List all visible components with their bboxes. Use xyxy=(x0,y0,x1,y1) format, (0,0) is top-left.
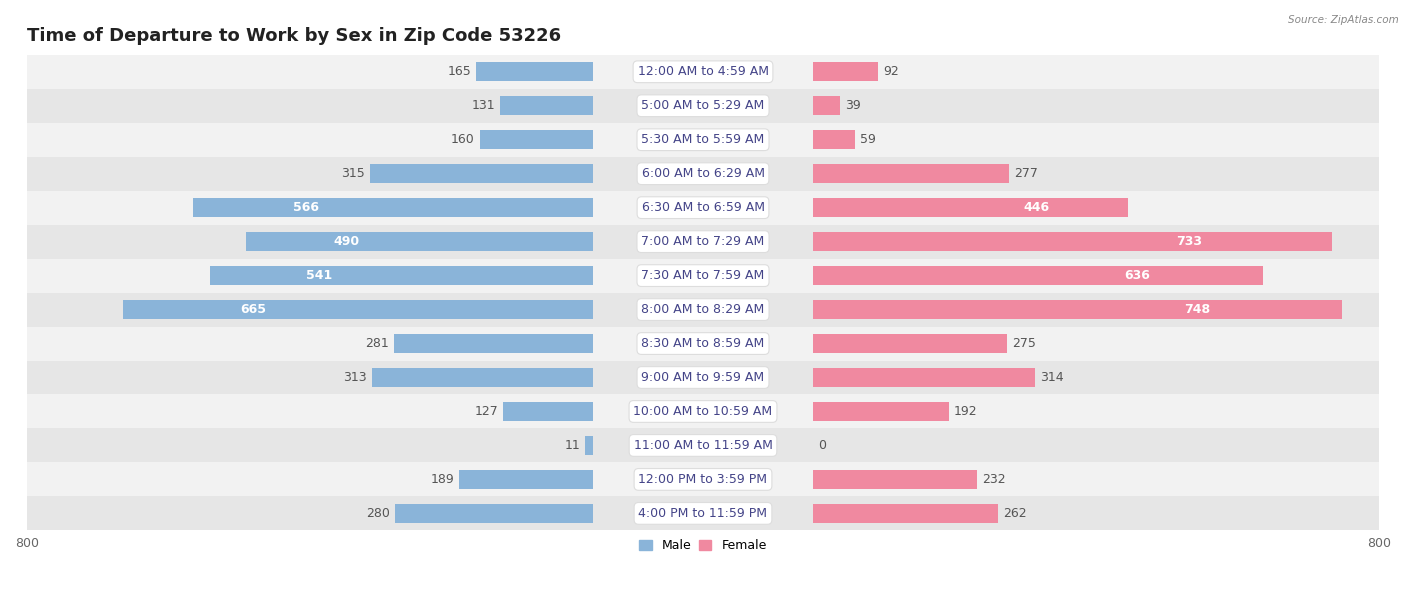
Bar xyxy=(813,368,1035,387)
Bar xyxy=(27,293,1379,327)
Bar xyxy=(27,190,1379,225)
Bar xyxy=(27,156,1379,190)
Bar xyxy=(813,198,1129,217)
Bar xyxy=(813,300,1343,319)
Bar xyxy=(813,62,877,81)
Text: 189: 189 xyxy=(430,473,454,486)
Text: 12:00 PM to 3:59 PM: 12:00 PM to 3:59 PM xyxy=(638,473,768,486)
Bar xyxy=(193,198,593,217)
Text: 280: 280 xyxy=(366,507,389,520)
Text: 314: 314 xyxy=(1040,371,1064,384)
Bar xyxy=(813,402,949,421)
Bar xyxy=(27,225,1379,259)
Bar xyxy=(813,470,977,488)
Bar xyxy=(27,123,1379,156)
Bar xyxy=(371,368,593,387)
Bar xyxy=(370,164,593,183)
Text: 160: 160 xyxy=(451,133,475,146)
Text: 313: 313 xyxy=(343,371,367,384)
Bar xyxy=(501,96,593,115)
Text: 636: 636 xyxy=(1125,269,1150,282)
Text: 5:00 AM to 5:29 AM: 5:00 AM to 5:29 AM xyxy=(641,99,765,112)
Text: 165: 165 xyxy=(447,65,471,79)
Bar xyxy=(585,436,593,455)
Text: 315: 315 xyxy=(342,167,366,180)
Text: 10:00 AM to 10:59 AM: 10:00 AM to 10:59 AM xyxy=(634,405,772,418)
Bar xyxy=(477,62,593,81)
Bar xyxy=(27,462,1379,496)
Bar xyxy=(813,334,1008,353)
Text: 6:30 AM to 6:59 AM: 6:30 AM to 6:59 AM xyxy=(641,201,765,214)
Text: Time of Departure to Work by Sex in Zip Code 53226: Time of Departure to Work by Sex in Zip … xyxy=(27,27,561,45)
Text: 131: 131 xyxy=(472,99,495,112)
Text: 92: 92 xyxy=(883,65,898,79)
Bar xyxy=(394,334,593,353)
Bar xyxy=(27,55,1379,89)
Bar xyxy=(122,300,593,319)
Text: 277: 277 xyxy=(1014,167,1038,180)
Text: 8:00 AM to 8:29 AM: 8:00 AM to 8:29 AM xyxy=(641,303,765,316)
Text: 4:00 PM to 11:59 PM: 4:00 PM to 11:59 PM xyxy=(638,507,768,520)
Text: 127: 127 xyxy=(474,405,498,418)
Bar xyxy=(395,504,593,523)
Text: 446: 446 xyxy=(1024,201,1049,214)
Text: 8:30 AM to 8:59 AM: 8:30 AM to 8:59 AM xyxy=(641,337,765,350)
Bar xyxy=(813,266,1263,285)
Text: 232: 232 xyxy=(983,473,1005,486)
Text: 541: 541 xyxy=(307,269,332,282)
Text: 59: 59 xyxy=(859,133,876,146)
Text: 281: 281 xyxy=(366,337,389,350)
Text: 9:00 AM to 9:59 AM: 9:00 AM to 9:59 AM xyxy=(641,371,765,384)
Bar xyxy=(503,402,593,421)
Bar xyxy=(813,96,841,115)
Bar xyxy=(479,130,593,149)
Bar xyxy=(813,232,1331,251)
Text: 192: 192 xyxy=(953,405,977,418)
Text: 748: 748 xyxy=(1184,303,1209,316)
Bar xyxy=(813,130,855,149)
Text: 262: 262 xyxy=(1004,507,1026,520)
Bar xyxy=(813,504,998,523)
Text: 12:00 AM to 4:59 AM: 12:00 AM to 4:59 AM xyxy=(637,65,769,79)
Text: Source: ZipAtlas.com: Source: ZipAtlas.com xyxy=(1288,15,1399,25)
Text: 39: 39 xyxy=(845,99,862,112)
Text: 5:30 AM to 5:59 AM: 5:30 AM to 5:59 AM xyxy=(641,133,765,146)
Text: 11: 11 xyxy=(565,439,581,452)
Text: 11:00 AM to 11:59 AM: 11:00 AM to 11:59 AM xyxy=(634,439,772,452)
Text: 7:00 AM to 7:29 AM: 7:00 AM to 7:29 AM xyxy=(641,235,765,248)
Text: 490: 490 xyxy=(333,235,359,248)
Bar xyxy=(27,394,1379,428)
Text: 733: 733 xyxy=(1175,235,1202,248)
Text: 6:00 AM to 6:29 AM: 6:00 AM to 6:29 AM xyxy=(641,167,765,180)
Bar xyxy=(27,327,1379,361)
Text: 566: 566 xyxy=(292,201,319,214)
Legend: Male, Female: Male, Female xyxy=(634,534,772,558)
Bar xyxy=(27,361,1379,394)
Bar xyxy=(27,259,1379,293)
Bar xyxy=(27,496,1379,530)
Bar xyxy=(246,232,593,251)
Bar xyxy=(27,89,1379,123)
Text: 275: 275 xyxy=(1012,337,1036,350)
Bar xyxy=(460,470,593,488)
Text: 665: 665 xyxy=(240,303,266,316)
Bar xyxy=(813,164,1010,183)
Bar xyxy=(211,266,593,285)
Text: 7:30 AM to 7:59 AM: 7:30 AM to 7:59 AM xyxy=(641,269,765,282)
Bar xyxy=(27,428,1379,462)
Text: 0: 0 xyxy=(818,439,825,452)
